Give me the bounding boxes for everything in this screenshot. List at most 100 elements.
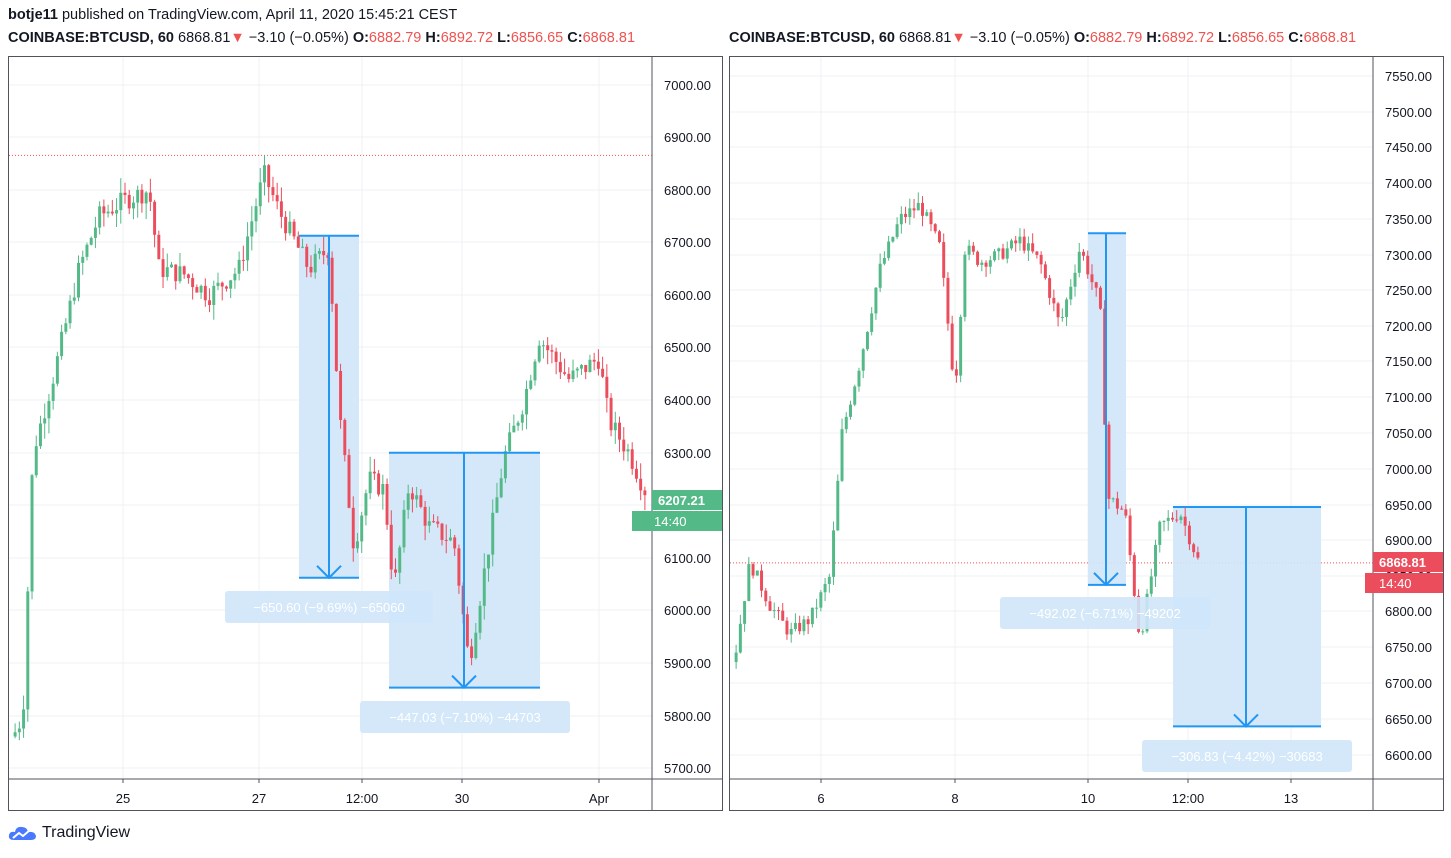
candle-body: [402, 509, 406, 548]
candle-body: [131, 202, 135, 209]
x-tick-label: 30: [455, 791, 469, 806]
candle-body: [491, 512, 495, 555]
candle: [760, 564, 764, 598]
x-tick-label: 27: [252, 791, 266, 806]
candle: [406, 484, 410, 519]
candle-body: [844, 416, 848, 430]
candle: [904, 206, 908, 224]
x-tick-label: 12:00: [1172, 791, 1205, 806]
chart-svg-right[interactable]: −492.02 (−6.71%) −49202 −306.83 (−4.42%) …: [730, 57, 1443, 810]
low-label: L:: [1218, 30, 1232, 46]
candle-body: [301, 246, 305, 248]
candle-body: [136, 189, 140, 203]
candle-body: [394, 569, 397, 573]
candle-body: [157, 234, 161, 260]
candle-body: [465, 614, 469, 647]
candle: [301, 238, 305, 249]
candle-body: [419, 495, 423, 507]
candle: [98, 201, 102, 235]
tradingview-logo[interactable]: TradingView: [8, 824, 130, 842]
candle: [520, 410, 524, 431]
candle-body: [592, 359, 596, 362]
candle: [823, 577, 827, 601]
candle: [810, 607, 814, 628]
candle: [806, 615, 810, 635]
candle: [755, 570, 759, 576]
candle: [398, 545, 402, 584]
candle: [584, 365, 588, 380]
candle-body: [849, 404, 852, 417]
candle: [921, 196, 925, 227]
candle: [385, 478, 389, 530]
candle: [208, 288, 212, 313]
candle-body: [827, 576, 831, 584]
y-tick-label: 6800.00: [1385, 604, 1432, 619]
candle: [849, 400, 852, 420]
measure-label-bg: [360, 701, 570, 733]
candle-body: [895, 224, 899, 238]
candle: [793, 613, 797, 632]
candle-body: [1065, 299, 1069, 317]
candle-body: [267, 165, 271, 188]
candle: [937, 229, 941, 244]
candle-body: [993, 251, 997, 261]
candle: [537, 340, 541, 364]
candle-body: [13, 732, 17, 737]
symbol[interactable]: COINBASE:BTCUSD, 60: [8, 30, 174, 46]
high-value: 6892.72: [1161, 30, 1215, 46]
y-tick-label: 7200.00: [1385, 319, 1432, 334]
candle-body: [921, 202, 925, 216]
publisher-user[interactable]: botje11: [8, 7, 58, 23]
candle-body: [72, 297, 76, 301]
candle: [191, 273, 195, 300]
y-tick-label: 7550.00: [1385, 69, 1432, 84]
candle-body: [30, 475, 34, 592]
candle-body: [330, 257, 334, 304]
candle: [954, 360, 958, 383]
candle: [347, 448, 351, 509]
candle: [751, 562, 755, 579]
candle: [38, 415, 42, 449]
candle-body: [26, 591, 30, 710]
measure-arrow-head: [451, 674, 477, 690]
candle-body: [609, 397, 613, 431]
candle: [267, 164, 271, 203]
candle-body: [140, 189, 144, 204]
candle: [157, 230, 161, 260]
chart-panel-right[interactable]: −492.02 (−6.71%) −49202 −306.83 (−4.42%) …: [729, 56, 1444, 811]
x-tick-label: 10: [1081, 791, 1095, 806]
candle: [516, 420, 520, 431]
candle-body: [1009, 240, 1013, 249]
candle-body: [630, 449, 634, 469]
candle-body: [840, 429, 844, 481]
candle-body: [899, 213, 903, 225]
candle-body: [482, 568, 486, 606]
candle-body: [1196, 552, 1200, 558]
candle-body: [220, 282, 224, 287]
candle-body: [360, 515, 364, 542]
chart-panel-left[interactable]: −650.60 (−9.69%) −65060 −447.03 (−7.10%) …: [8, 56, 723, 811]
candle: [1039, 251, 1043, 274]
candle-body: [377, 473, 381, 495]
candle-body: [1048, 278, 1052, 298]
candle-body: [224, 286, 228, 289]
measure-arrow-head: [1233, 713, 1259, 728]
candle: [288, 211, 292, 236]
candle: [1111, 497, 1115, 503]
chart-svg-left[interactable]: −650.60 (−9.69%) −65060 −447.03 (−7.10%) …: [9, 57, 722, 810]
candle: [819, 589, 823, 612]
symbol[interactable]: COINBASE:BTCUSD, 60: [729, 30, 895, 46]
candle: [1009, 238, 1013, 251]
candle: [275, 182, 279, 210]
y-tick-label: 7050.00: [1385, 426, 1432, 441]
change-value: −3.10 (−0.05%): [969, 30, 1070, 46]
candle-body: [1060, 316, 1064, 318]
candle: [186, 273, 190, 284]
candle: [1043, 261, 1047, 280]
candle-body: [1107, 424, 1111, 499]
legend-right: COINBASE:BTCUSD, 60 6868.81▼ −3.10 (−0.0…: [729, 30, 1356, 46]
candle-body: [305, 246, 309, 267]
candle: [503, 445, 507, 484]
y-tick-label: 6100.00: [664, 551, 711, 566]
candle: [1124, 504, 1128, 519]
